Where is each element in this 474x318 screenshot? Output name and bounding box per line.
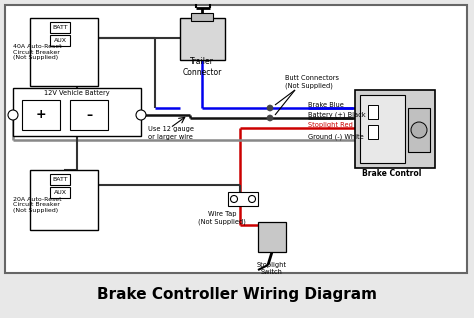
Circle shape <box>8 110 18 120</box>
Bar <box>50 35 70 46</box>
Text: Trailer
Connector: Trailer Connector <box>182 57 222 77</box>
Text: –: – <box>86 108 92 121</box>
Bar <box>180 18 225 60</box>
Bar <box>50 174 70 185</box>
Text: Brake Control: Brake Control <box>362 169 422 177</box>
Bar <box>360 95 405 163</box>
Bar <box>408 108 430 152</box>
Circle shape <box>267 115 273 121</box>
Bar <box>228 192 258 206</box>
Bar <box>258 222 286 252</box>
Text: Battery (+) Black: Battery (+) Black <box>308 112 365 118</box>
Text: 12V Vehicle Battery: 12V Vehicle Battery <box>44 90 110 96</box>
Bar <box>355 90 435 168</box>
Bar <box>30 170 98 230</box>
Text: Brake Controller Wiring Diagram: Brake Controller Wiring Diagram <box>97 287 377 302</box>
Circle shape <box>267 105 273 111</box>
Text: 40A Auto-Reset
Circuit Breaker
(Not Supplied): 40A Auto-Reset Circuit Breaker (Not Supp… <box>13 44 62 60</box>
Text: +: + <box>36 108 46 121</box>
Bar <box>22 100 60 130</box>
Bar <box>13 88 141 136</box>
Bar <box>5 5 467 273</box>
Circle shape <box>248 196 255 203</box>
Text: AUX: AUX <box>54 190 66 195</box>
Text: Wire Tap
(Not Supplied): Wire Tap (Not Supplied) <box>198 211 246 225</box>
Bar <box>50 187 70 198</box>
Text: BATT: BATT <box>52 25 68 30</box>
Text: BATT: BATT <box>52 177 68 182</box>
Text: Use 12 gauge
or larger wire: Use 12 gauge or larger wire <box>148 127 194 140</box>
Circle shape <box>411 122 427 138</box>
Text: Butt Connectors
(Not Supplied): Butt Connectors (Not Supplied) <box>285 75 339 89</box>
Bar <box>50 22 70 33</box>
Text: 20A Auto-Reset
Circuit Breaker
(Not Supplied): 20A Auto-Reset Circuit Breaker (Not Supp… <box>13 197 62 213</box>
Text: Stoplight Red: Stoplight Red <box>308 122 353 128</box>
Bar <box>30 18 98 86</box>
Text: Ground (-) White: Ground (-) White <box>308 134 364 140</box>
Text: Stoplight
Switch: Stoplight Switch <box>257 261 287 274</box>
Bar <box>70 100 108 130</box>
Text: Brake Blue: Brake Blue <box>308 102 344 108</box>
Bar <box>368 125 378 139</box>
Text: AUX: AUX <box>54 38 66 43</box>
Bar <box>191 13 213 21</box>
Bar <box>368 105 378 119</box>
Circle shape <box>230 196 237 203</box>
Circle shape <box>136 110 146 120</box>
